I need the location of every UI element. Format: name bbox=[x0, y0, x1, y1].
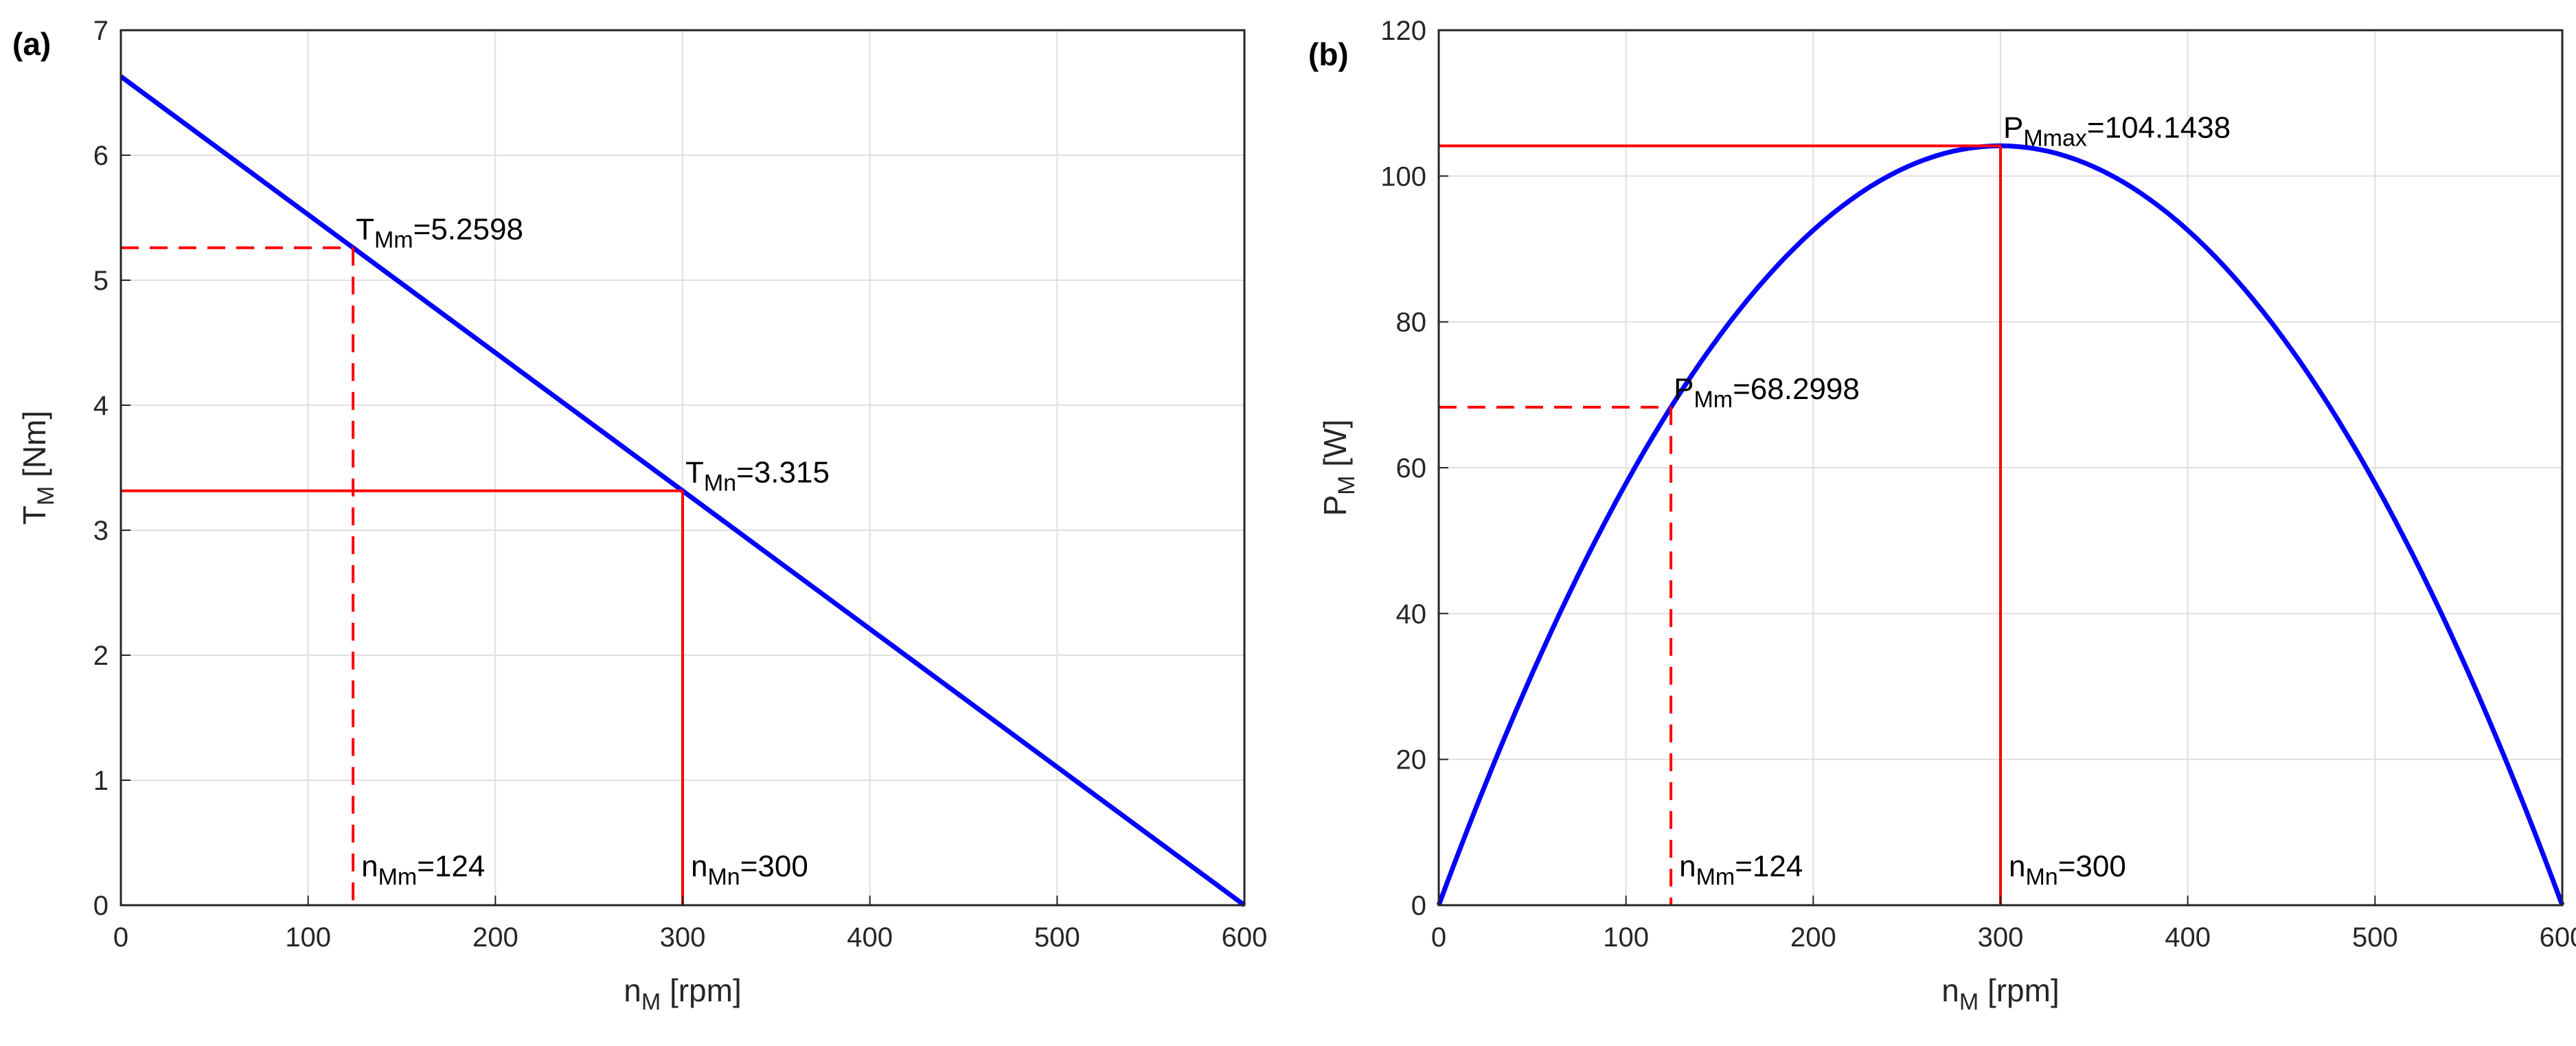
value-annotation: nMn=300 bbox=[2009, 850, 2126, 890]
y-tick-label: 5 bbox=[93, 266, 109, 296]
chart-panel-b: 0 100 200 300 400 500 600 0 20 40 60 80 100 120 nM [rp… bbox=[1308, 16, 2576, 1015]
solid-guide bbox=[1439, 144, 2002, 905]
y-tick-label: 60 bbox=[1396, 453, 1427, 484]
x-tick-label: 500 bbox=[1034, 922, 1080, 953]
x-tick-label: 600 bbox=[2540, 922, 2576, 953]
x-tick-label: 200 bbox=[1790, 922, 1836, 953]
x-tick-label: 0 bbox=[113, 922, 128, 953]
panel-label: (b) bbox=[1308, 36, 1349, 72]
chart-panel-a: 0 100 200 300 400 500 600 0 1 2 3 4 5 6 7 nM [rpm] TM [N… bbox=[12, 16, 1267, 1015]
x-tick-label: 100 bbox=[1603, 922, 1649, 953]
x-axis-label: nM [rpm] bbox=[1941, 973, 2059, 1015]
x-axis-label: nM [rpm] bbox=[624, 973, 741, 1015]
value-annotation: nMm=124 bbox=[1679, 850, 1803, 890]
x-tick-label: 400 bbox=[2165, 922, 2211, 953]
y-tick-label: 4 bbox=[93, 391, 109, 421]
dashed-guide bbox=[121, 246, 355, 905]
y-tick-label: 80 bbox=[1396, 308, 1427, 338]
x-tick-label: 300 bbox=[1978, 922, 2024, 953]
x-tick-label: 500 bbox=[2352, 922, 2398, 953]
y-tick-label: 2 bbox=[93, 641, 109, 671]
y-tick-label: 40 bbox=[1396, 599, 1427, 629]
x-tick-label: 300 bbox=[660, 922, 706, 953]
x-tick-label: 400 bbox=[847, 922, 893, 953]
dashed-guide bbox=[1439, 405, 1673, 905]
x-tick-label: 600 bbox=[1222, 922, 1268, 953]
y-tick-label: 100 bbox=[1380, 161, 1426, 192]
y-tick-label: 20 bbox=[1396, 745, 1427, 775]
value-annotation: TMm=5.2598 bbox=[356, 213, 523, 253]
y-tick-label: 7 bbox=[93, 16, 109, 46]
x-tick-label: 200 bbox=[472, 922, 518, 953]
x-tick-label: 0 bbox=[1431, 922, 1446, 953]
x-tick-label: 100 bbox=[285, 922, 331, 953]
y-axis-label: PM [W] bbox=[1317, 420, 1360, 516]
y-tick-label: 0 bbox=[93, 891, 109, 921]
value-annotation: nMn=300 bbox=[691, 850, 808, 890]
value-annotation: nMm=124 bbox=[361, 850, 485, 890]
value-annotation: TMn=3.315 bbox=[685, 456, 830, 497]
value-annotation: PMm=68.2998 bbox=[1674, 372, 1860, 413]
y-tick-label: 6 bbox=[93, 141, 109, 171]
y-tick-label: 0 bbox=[1411, 891, 1426, 921]
solid-guide bbox=[121, 489, 684, 905]
panel-label: (a) bbox=[12, 26, 51, 62]
y-tick-label: 3 bbox=[93, 516, 109, 546]
y-tick-label: 120 bbox=[1380, 16, 1426, 46]
y-axis-label: TM [Nm] bbox=[16, 411, 59, 525]
value-annotation: PMmax=104.1438 bbox=[2003, 111, 2231, 151]
y-tick-label: 1 bbox=[93, 766, 109, 796]
